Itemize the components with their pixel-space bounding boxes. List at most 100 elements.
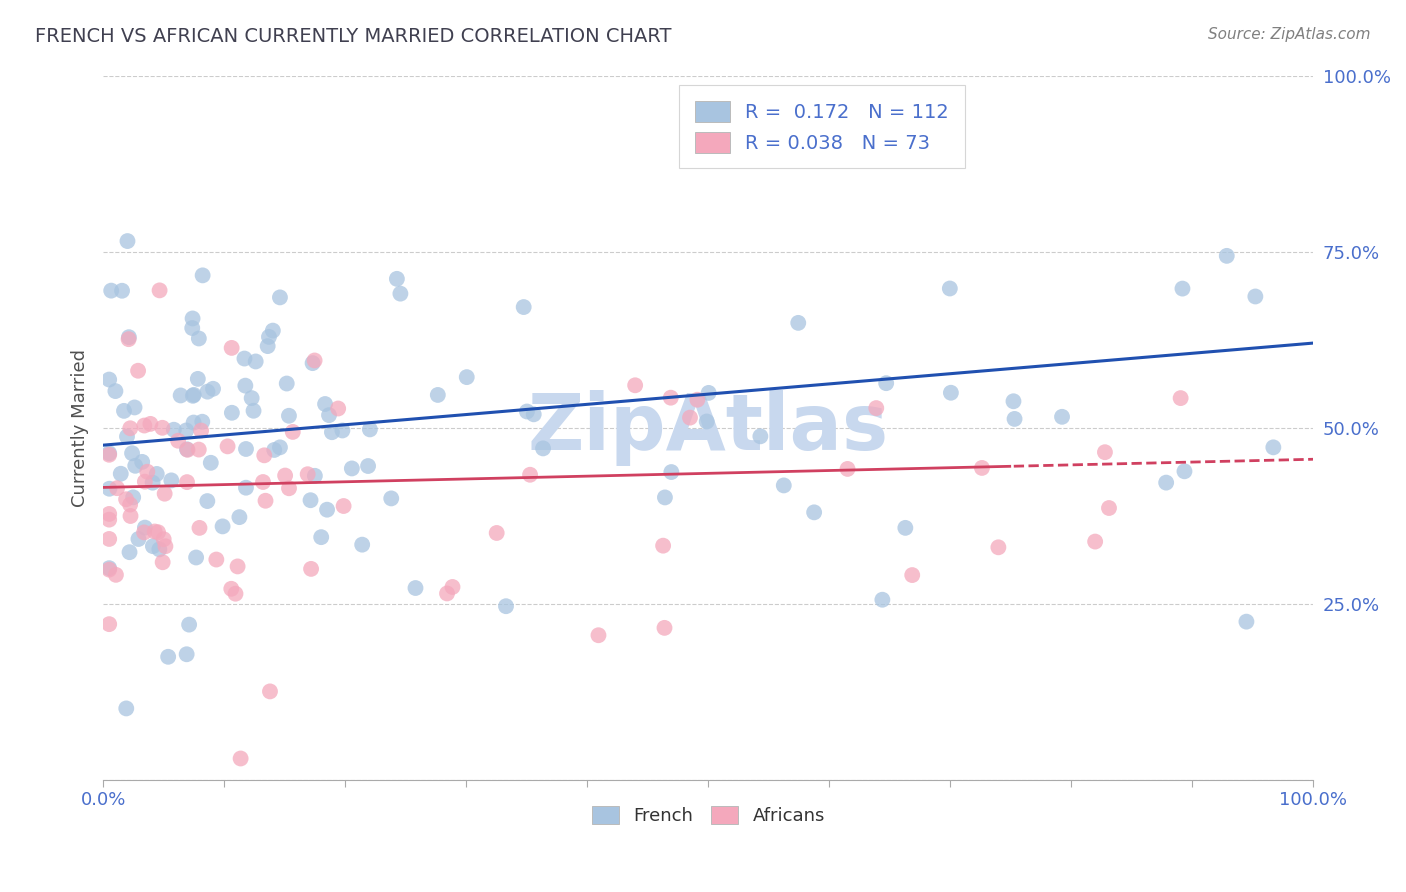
Point bbox=[772, 478, 794, 492]
Point bbox=[115, 701, 138, 715]
Point bbox=[105, 481, 128, 495]
Point bbox=[278, 481, 301, 495]
Point bbox=[939, 281, 962, 295]
Point bbox=[495, 599, 517, 614]
Point bbox=[697, 385, 720, 400]
Point bbox=[281, 425, 304, 439]
Point bbox=[205, 552, 228, 566]
Point bbox=[299, 493, 322, 508]
Point bbox=[157, 649, 180, 664]
Point bbox=[304, 353, 326, 368]
Point bbox=[118, 330, 141, 344]
Point bbox=[624, 378, 647, 392]
Point bbox=[278, 409, 301, 423]
Point bbox=[1154, 475, 1177, 490]
Point bbox=[659, 391, 682, 405]
Point bbox=[98, 507, 121, 521]
Point bbox=[652, 539, 675, 553]
Point bbox=[1098, 501, 1121, 516]
Point bbox=[269, 290, 291, 304]
Point bbox=[309, 530, 332, 544]
Point bbox=[242, 403, 264, 417]
Point bbox=[262, 324, 284, 338]
Point bbox=[328, 401, 350, 416]
Point bbox=[321, 425, 343, 440]
Point bbox=[389, 286, 412, 301]
Point bbox=[894, 521, 917, 535]
Point bbox=[301, 356, 323, 370]
Point bbox=[191, 268, 214, 283]
Point bbox=[269, 441, 291, 455]
Point bbox=[226, 559, 249, 574]
Point bbox=[176, 475, 198, 489]
Point bbox=[253, 448, 276, 462]
Point bbox=[939, 385, 962, 400]
Point bbox=[110, 467, 132, 481]
Point bbox=[132, 525, 155, 540]
Point bbox=[970, 461, 993, 475]
Point bbox=[176, 442, 198, 457]
Point bbox=[188, 521, 211, 535]
Point bbox=[385, 272, 408, 286]
Point bbox=[654, 491, 676, 505]
Point bbox=[183, 388, 205, 402]
Point bbox=[297, 467, 319, 482]
Point bbox=[332, 499, 354, 513]
Point bbox=[187, 442, 209, 457]
Point bbox=[224, 587, 246, 601]
Point bbox=[314, 397, 336, 411]
Point bbox=[120, 421, 142, 435]
Point bbox=[254, 493, 277, 508]
Point bbox=[117, 332, 139, 346]
Point bbox=[228, 510, 250, 524]
Point bbox=[340, 461, 363, 475]
Point bbox=[837, 462, 859, 476]
Point bbox=[118, 545, 141, 559]
Point bbox=[145, 467, 167, 481]
Point bbox=[169, 388, 191, 402]
Point bbox=[181, 389, 204, 403]
Legend: French, Africans: French, Africans bbox=[582, 797, 834, 834]
Y-axis label: Currently Married: Currently Married bbox=[72, 349, 89, 507]
Text: ZipAtlas: ZipAtlas bbox=[527, 390, 889, 466]
Point bbox=[217, 439, 239, 453]
Point bbox=[200, 456, 222, 470]
Point bbox=[98, 532, 121, 546]
Point bbox=[1084, 534, 1107, 549]
Point bbox=[124, 401, 146, 415]
Point bbox=[359, 422, 381, 436]
Point bbox=[1002, 394, 1025, 409]
Point bbox=[426, 388, 449, 402]
Point bbox=[441, 580, 464, 594]
Point bbox=[787, 316, 810, 330]
Point bbox=[263, 442, 285, 457]
Point bbox=[1216, 249, 1239, 263]
Point bbox=[111, 284, 134, 298]
Point bbox=[183, 416, 205, 430]
Point bbox=[100, 284, 122, 298]
Point bbox=[276, 376, 298, 391]
Point bbox=[696, 415, 718, 429]
Point bbox=[872, 592, 894, 607]
Point bbox=[187, 331, 209, 345]
Point bbox=[115, 429, 138, 443]
Point bbox=[229, 751, 252, 765]
Point bbox=[122, 491, 145, 505]
Point bbox=[252, 475, 274, 489]
Point bbox=[516, 404, 538, 418]
Point bbox=[163, 423, 186, 437]
Point bbox=[659, 465, 682, 479]
Point bbox=[456, 370, 478, 384]
Point bbox=[316, 502, 339, 516]
Point bbox=[104, 384, 127, 398]
Point bbox=[134, 475, 156, 489]
Point bbox=[184, 550, 207, 565]
Point bbox=[1244, 289, 1267, 303]
Point bbox=[436, 586, 458, 600]
Point bbox=[174, 424, 197, 438]
Point bbox=[136, 465, 159, 479]
Text: FRENCH VS AFRICAN CURRENTLY MARRIED CORRELATION CHART: FRENCH VS AFRICAN CURRENTLY MARRIED CORR… bbox=[35, 27, 672, 45]
Point bbox=[485, 525, 508, 540]
Point bbox=[153, 486, 176, 500]
Point bbox=[98, 446, 121, 460]
